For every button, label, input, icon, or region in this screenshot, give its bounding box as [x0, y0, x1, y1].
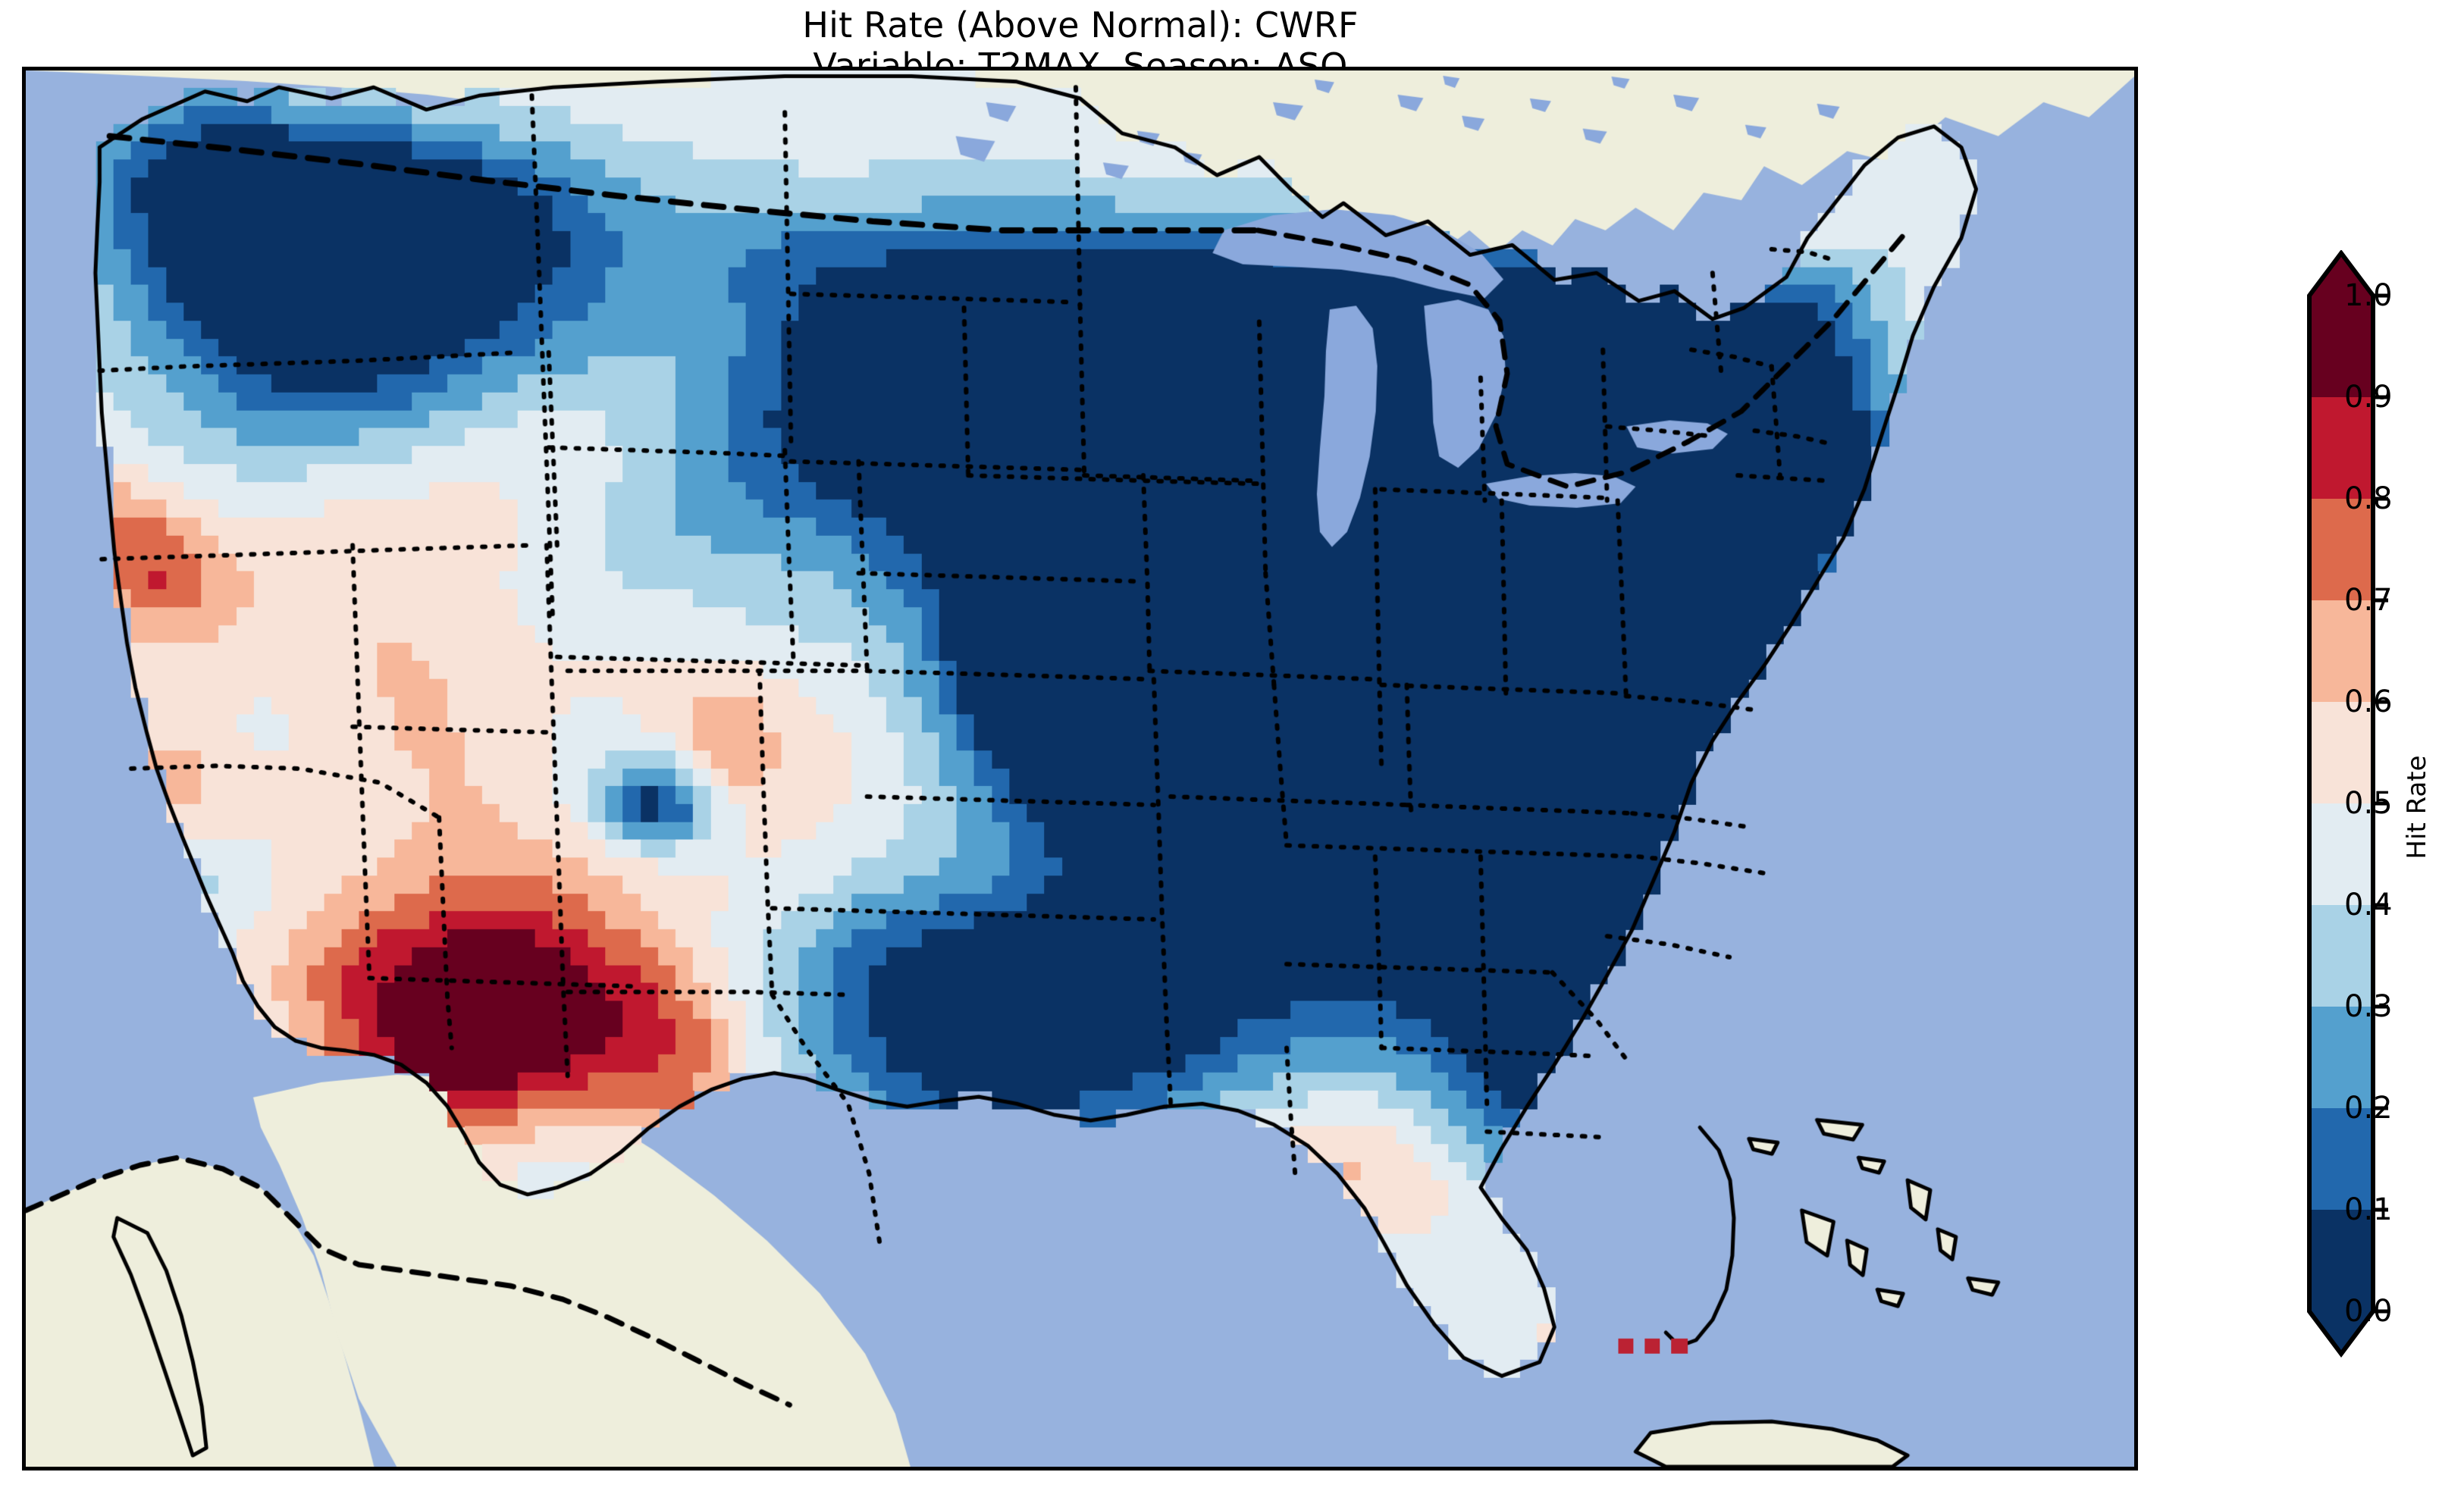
- colorbar-axis-label: Hit Rate: [2402, 755, 2432, 860]
- colorbar-tick-label: 0.1: [2344, 1192, 2393, 1227]
- hit-rate-heatmap-canvas: [26, 70, 2134, 1467]
- colorbar-tick-label: 0.4: [2344, 888, 2393, 922]
- colorbar-tick-label: 0.7: [2344, 583, 2393, 618]
- colorbar-tick-label: 0.8: [2344, 481, 2393, 516]
- colorbar-tick-label: 0.2: [2344, 1091, 2393, 1126]
- colorbar-tick-label: 0.0: [2344, 1294, 2393, 1329]
- colorbar-tick-label: 0.9: [2344, 380, 2393, 415]
- colorbar: Hit Rate 1.0 0.9 0.8 0.7 0.6 0.5 0.4 0.3 0.2 0.1 0…: [2279, 250, 2461, 1364]
- colorbar-tick-label: 0.6: [2344, 684, 2393, 719]
- map-plot-area: [22, 67, 2138, 1471]
- title-line-1: Hit Rate (Above Normal): CWRF: [802, 5, 1359, 45]
- colorbar-tick-label: 1.0: [2344, 278, 2393, 313]
- colorbar-gradient: [2307, 250, 2388, 1358]
- colorbar-tick-label: 0.5: [2344, 786, 2393, 821]
- colorbar-tick-label: 0.3: [2344, 989, 2393, 1024]
